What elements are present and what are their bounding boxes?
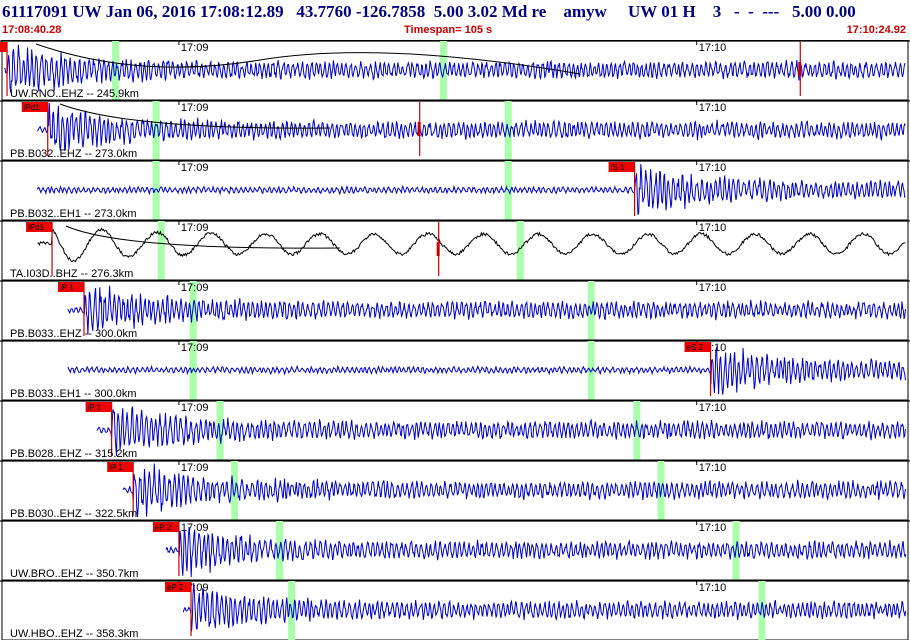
- waveform: [36, 164, 906, 215]
- trace-row[interactable]: 17:09 17:10 iPd1 TA.I03D..BHZ -- 276.3km: [0, 219, 910, 281]
- timespan-label: Timespan= 105 s: [404, 24, 493, 36]
- tick-label: 17:10: [699, 282, 727, 294]
- tick-label: 17:09: [181, 522, 209, 534]
- pick-label: iP 1: [109, 463, 123, 472]
- pick-label: eP 2: [155, 523, 172, 532]
- waveform: [37, 227, 906, 263]
- pick-flag[interactable]: [152, 522, 179, 532]
- pick-flag[interactable]: [26, 222, 53, 232]
- end-time: 17:10:24.92: [846, 24, 906, 36]
- waveform: [96, 406, 906, 456]
- pick-flag[interactable]: [57, 282, 84, 292]
- pick-marker[interactable]: [798, 62, 802, 76]
- pick-label: iPd1: [28, 223, 45, 232]
- tick-label: 17:09: [181, 342, 209, 354]
- waveform: [165, 526, 907, 578]
- trace-frame: [1, 579, 909, 640]
- tick-label: 17:10: [699, 42, 727, 54]
- station-label: PB.B028..EHZ -- 315.2km: [10, 448, 137, 460]
- pick-label: eP 2: [167, 583, 184, 592]
- pick-label: iS 1: [611, 163, 625, 172]
- pick-label: iP 1: [88, 403, 102, 412]
- pick-flag[interactable]: [164, 582, 191, 592]
- travel-time-curve: [65, 225, 341, 249]
- station-label: UW.BRO..EHZ -- 350.7km: [10, 568, 138, 580]
- phase-marker: [152, 101, 160, 160]
- tick-label: 17:10: [699, 522, 727, 534]
- waveform: [67, 347, 906, 395]
- tick-label: 17:10: [699, 222, 727, 234]
- trace-row[interactable]: 17:09 17:10 iPd1 PB.B032..EHZ -- 273.0km: [0, 99, 910, 161]
- trace-row[interactable]: 17:09 17:10 iP 1 PB.B028..EHZ -- 315.2km: [0, 399, 910, 461]
- tick-label: 17:09: [181, 462, 209, 474]
- trace-row[interactable]: 17:09 17:10 eP 2 UW.BRO..EHZ -- 350.7km: [0, 519, 910, 581]
- pick-marker[interactable]: [436, 242, 440, 256]
- pick-marker[interactable]: [417, 122, 421, 136]
- waveform: [67, 285, 906, 335]
- pick-flag[interactable]: [0, 42, 8, 52]
- waveform: [36, 102, 906, 152]
- station-label: PB.B032..EH1 -- 273.0km: [10, 208, 137, 220]
- phase-marker: [231, 461, 239, 520]
- waveform: [182, 582, 907, 632]
- station-label: UW.HBO..EHZ -- 358.3km: [10, 628, 138, 640]
- tick-label: 17:10: [699, 102, 727, 114]
- tick-label: 17:09: [181, 42, 209, 54]
- phase-marker: [587, 341, 595, 400]
- start-time: 17:08:40.28: [2, 24, 62, 36]
- pick-flag[interactable]: [684, 342, 711, 352]
- trace-row[interactable]: 17:09 17:10 iP 1 PB.B033..EHZ -- 300.0km: [0, 279, 910, 341]
- phase-marker: [516, 221, 524, 280]
- phase-marker: [152, 161, 160, 220]
- phase-marker: [758, 581, 766, 640]
- pick-label: iP 1: [60, 283, 74, 292]
- event-title: 61117091 UW Jan 06, 2016 17:08:12.89 43.…: [2, 2, 856, 21]
- phase-marker: [633, 401, 641, 460]
- station-label: PB.B030..EHZ -- 322.5km: [10, 508, 137, 520]
- tick-label: 17:09: [181, 282, 209, 294]
- tick-label: 17:09: [181, 102, 209, 114]
- phase-marker: [587, 281, 595, 340]
- phase-marker: [157, 221, 165, 280]
- pick-label: iPd1: [24, 103, 41, 112]
- tick-label: 17:10: [699, 582, 727, 594]
- pick-flag[interactable]: [608, 162, 635, 172]
- station-label: UW.RNO..EHZ -- 245.9km: [10, 88, 139, 100]
- tick-label: 17:09: [181, 222, 209, 234]
- station-label: PB.B033..EH1 -- 300.0km: [10, 388, 137, 400]
- pick-flag[interactable]: [85, 402, 112, 412]
- station-label: PB.B032..EHZ -- 273.0km: [10, 148, 137, 160]
- waveform: [122, 463, 906, 518]
- tick-label: 17:10: [699, 402, 727, 414]
- pick-flag[interactable]: [107, 462, 134, 472]
- tick-label: 17:09: [181, 402, 209, 414]
- station-label: TA.I03D..BHZ -- 276.3km: [10, 268, 133, 280]
- tick-label: 17:09: [181, 162, 209, 174]
- pick-label: eS 2: [687, 343, 704, 352]
- travel-time-curve: [59, 103, 331, 129]
- tick-label: 17:10: [699, 462, 727, 474]
- tick-label: 17:10: [699, 162, 727, 174]
- waveform: [4, 44, 906, 93]
- trace-row[interactable]: 17:09 17:10 iP 1 PB.B030..EHZ -- 322.5km: [0, 459, 910, 521]
- travel-time-curve: [35, 43, 581, 75]
- pick-flag[interactable]: [21, 102, 48, 112]
- station-label: PB.B033..EHZ -- 300.0km: [10, 328, 137, 340]
- phase-marker: [189, 341, 197, 400]
- trace-row[interactable]: 17:09 17:10 iS 1 PB.B032..EH1 -- 273.0km: [0, 159, 910, 221]
- header: 61117091 UW Jan 06, 2016 17:08:12.89 43.…: [0, 0, 910, 40]
